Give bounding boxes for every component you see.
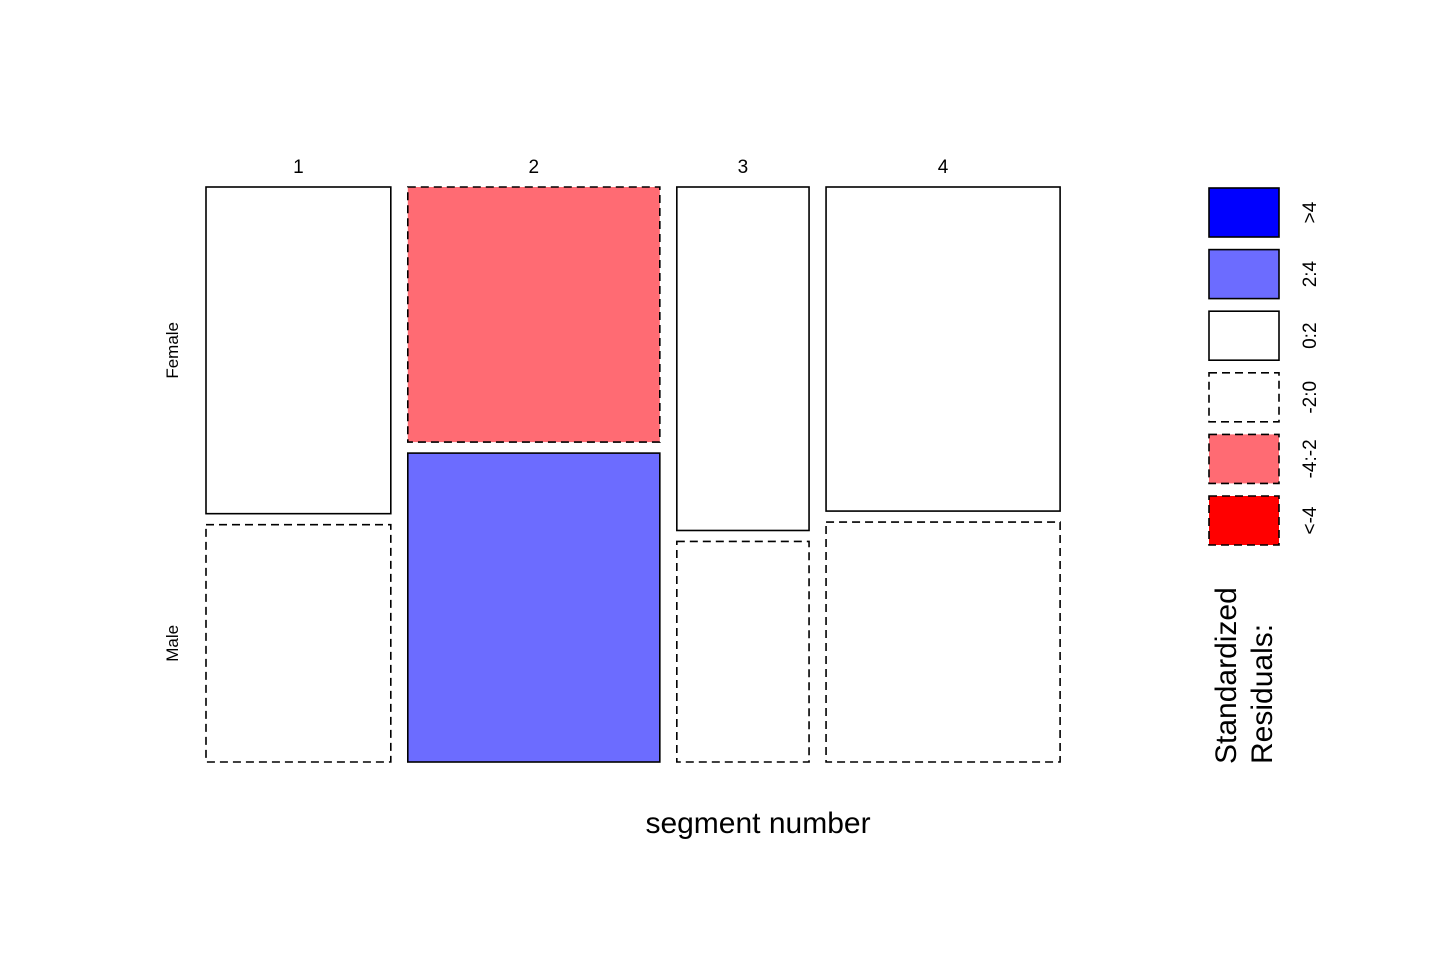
column-label-4: 4 bbox=[938, 157, 949, 178]
tile-segment-1-female bbox=[205, 186, 392, 515]
legend-swatch-0 bbox=[1208, 187, 1280, 238]
legend-title-line1: Standardized bbox=[1210, 587, 1243, 764]
legend: >4 2:4 0:2 -2:0 -4:-2 <-4 bbox=[1208, 187, 1321, 546]
legend-label-5: <-4 bbox=[1300, 506, 1321, 534]
row-labels: Female Male bbox=[163, 322, 182, 662]
row-label-female: Female bbox=[163, 322, 182, 379]
x-axis-title: segment number bbox=[645, 807, 870, 840]
legend-swatch-5 bbox=[1208, 495, 1280, 546]
legend-label-2: 0:2 bbox=[1300, 322, 1321, 348]
tile-segment-4-male bbox=[825, 521, 1061, 763]
column-label-3: 3 bbox=[738, 157, 749, 178]
legend-swatch-1 bbox=[1208, 248, 1280, 300]
legend-title-line2: Residuals: bbox=[1246, 624, 1279, 764]
tile-segment-1-male bbox=[205, 523, 392, 763]
legend-label-1: 2:4 bbox=[1300, 260, 1321, 287]
legend-label-3: -2:0 bbox=[1300, 381, 1321, 414]
tile-segment-3-female bbox=[676, 186, 810, 532]
legend-label-0: >4 bbox=[1300, 201, 1321, 223]
tile-segment-4-female bbox=[825, 186, 1061, 512]
mosaic-tiles bbox=[205, 186, 1061, 763]
legend-swatch-3 bbox=[1208, 371, 1280, 423]
column-label-1: 1 bbox=[293, 157, 304, 178]
column-labels: 1 2 3 4 bbox=[293, 157, 949, 178]
legend-swatch-2 bbox=[1208, 310, 1280, 362]
legend-label-4: -4:-2 bbox=[1300, 439, 1321, 478]
tile-segment-2-male bbox=[406, 452, 661, 763]
tile-segment-2-female bbox=[406, 186, 661, 443]
column-label-2: 2 bbox=[529, 157, 540, 178]
row-label-male: Male bbox=[163, 625, 182, 662]
tile-segment-3-male bbox=[676, 540, 810, 763]
legend-swatch-4 bbox=[1208, 433, 1280, 485]
